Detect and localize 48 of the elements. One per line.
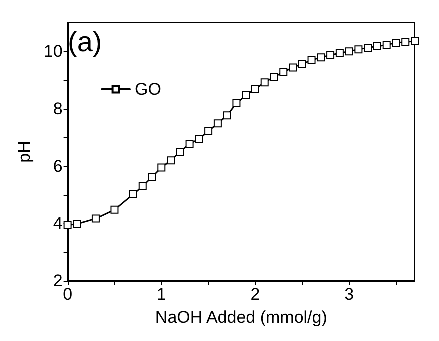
point [354, 46, 363, 54]
x-tick-label: 3 [344, 285, 354, 304]
point [92, 214, 100, 223]
point [242, 92, 250, 100]
point [232, 100, 241, 108]
x-tick-label: 2 [250, 285, 260, 304]
point [326, 51, 335, 60]
legend-label: GO [135, 80, 162, 99]
point [148, 173, 156, 182]
point [138, 182, 147, 190]
x-tick-label: 0 [63, 285, 73, 304]
y-tick-label: 10 [44, 42, 63, 62]
x-tick-label: 1 [156, 285, 166, 304]
point [214, 120, 222, 128]
point [204, 127, 213, 136]
point [364, 44, 372, 52]
point [260, 78, 269, 87]
x-axis-title: NaOH Added (mmol/g) [155, 308, 328, 327]
point [195, 135, 204, 144]
annotation: (a) [68, 26, 102, 58]
point [317, 54, 326, 62]
point [158, 164, 166, 172]
point [270, 73, 278, 82]
point [110, 206, 119, 214]
point [186, 140, 194, 148]
point [345, 48, 354, 56]
y-tick-label: 6 [53, 156, 63, 176]
point [411, 37, 419, 46]
y-tick-label: 4 [53, 214, 63, 234]
point [167, 156, 176, 165]
point [308, 56, 316, 64]
point [298, 60, 306, 68]
point [382, 41, 391, 50]
point [280, 68, 288, 76]
point [73, 220, 82, 228]
point [373, 42, 382, 51]
point [251, 85, 260, 94]
point [336, 49, 344, 58]
point [223, 112, 232, 120]
y-axis-title: pH [15, 141, 34, 163]
point [129, 190, 138, 198]
point [289, 64, 298, 72]
y-tick-label: 8 [53, 100, 63, 118]
point [64, 221, 72, 230]
point [176, 148, 184, 156]
y-tick-label: 2 [53, 272, 63, 290]
point [402, 38, 410, 46]
point [392, 39, 400, 48]
